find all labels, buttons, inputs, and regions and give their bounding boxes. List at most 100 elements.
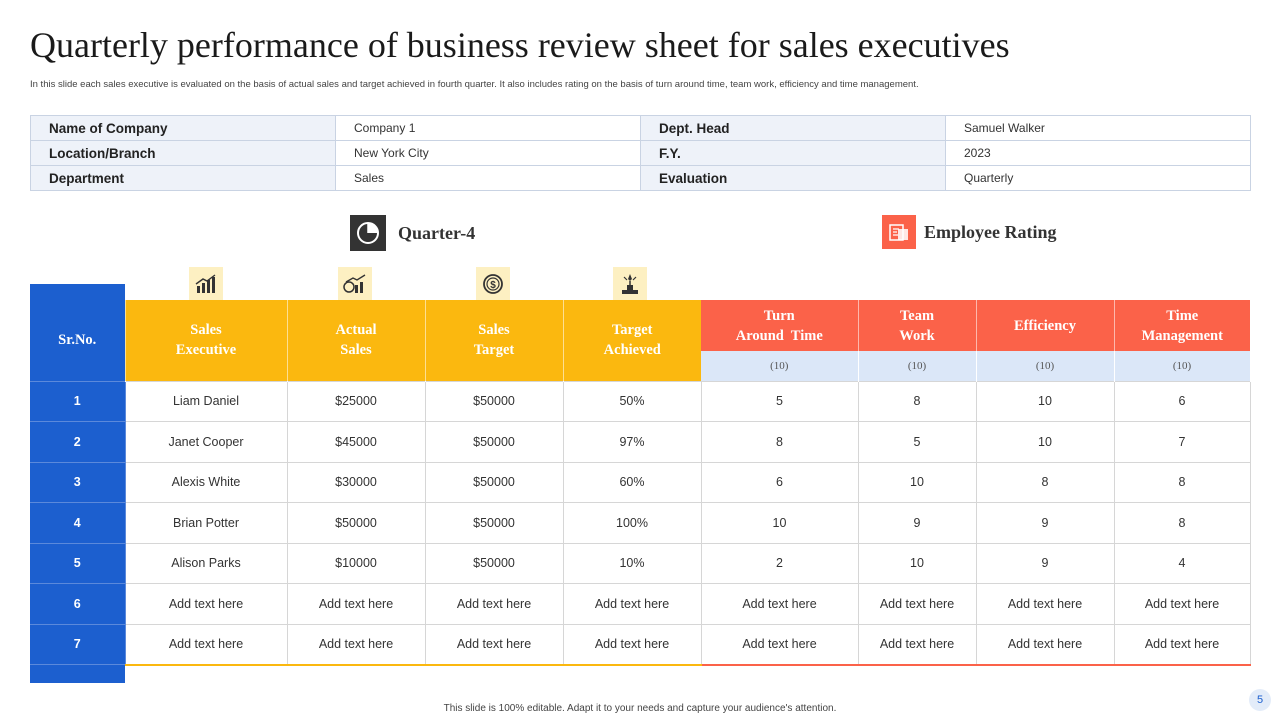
time-management-cell: 8 bbox=[1113, 502, 1251, 544]
sales-executive-cell: Alexis White bbox=[124, 461, 288, 503]
scale-cell: (10) bbox=[976, 351, 1115, 381]
sales-target-cell: $50000 bbox=[424, 502, 564, 544]
turn-around-time-cell: 2 bbox=[700, 542, 859, 584]
table-row: 3 Alexis White $30000 $50000 60% 6 10 8 8 bbox=[30, 461, 1251, 503]
sales-executive-cell: Add text here bbox=[124, 583, 288, 625]
scale-cell: (10) bbox=[701, 351, 859, 381]
row-number: 6 bbox=[30, 583, 126, 625]
sales-executive-cell: Brian Potter bbox=[124, 502, 288, 544]
efficiency-cell: Add text here bbox=[975, 583, 1115, 625]
turn-around-time-cell: 8 bbox=[700, 421, 859, 463]
fy-label: F.Y. bbox=[640, 140, 946, 166]
time-management-cell: 7 bbox=[1113, 421, 1251, 463]
footer-note: This slide is 100% editable. Adapt it to… bbox=[443, 703, 837, 714]
header-row: Sr.No. Sales Executive Actual Sales Sales T… bbox=[30, 300, 1250, 381]
header-team-work: Team Work bbox=[858, 300, 977, 351]
actual-sales-cell: $50000 bbox=[286, 502, 426, 544]
company-info-table: Name of Company Company 1 Dept. Head Sam… bbox=[30, 115, 1251, 191]
efficiency-cell: 10 bbox=[975, 421, 1115, 463]
scale-cell: (10) bbox=[1114, 351, 1251, 381]
header-line: Management bbox=[1141, 327, 1223, 344]
bar-growth-icon bbox=[189, 267, 223, 301]
page-title: Quarterly performance of business review… bbox=[30, 25, 1010, 65]
target-achieved-cell: Add text here bbox=[562, 583, 702, 625]
scale-row: (10) (10) (10) (10) bbox=[30, 351, 1251, 381]
team-work-cell: 10 bbox=[857, 542, 977, 584]
team-work-cell: Add text here bbox=[857, 623, 977, 666]
efficiency-cell: 9 bbox=[975, 542, 1115, 584]
team-work-cell: 9 bbox=[857, 502, 977, 544]
target-achieved-cell: 10% bbox=[562, 542, 702, 584]
target-achieved-cell: 100% bbox=[562, 502, 702, 544]
page-subtitle: In this slide each sales executive is ev… bbox=[30, 79, 919, 90]
department-value: Sales bbox=[335, 165, 641, 191]
header-line: Sales bbox=[340, 342, 372, 359]
sales-growth-icon bbox=[338, 267, 372, 301]
header-turn-around-time: Turn Around Time bbox=[701, 300, 859, 351]
header-sr-no: Sr.No. bbox=[30, 300, 126, 381]
sales-target-cell: $50000 bbox=[424, 542, 564, 584]
turn-around-time-cell: Add text here bbox=[700, 583, 859, 625]
header-actual-sales: Actual Sales bbox=[287, 300, 426, 381]
actual-sales-cell: Add text here bbox=[286, 583, 426, 625]
header-line: Team bbox=[899, 307, 935, 324]
header-line: Achieved bbox=[603, 342, 661, 359]
sales-target-cell: Add text here bbox=[424, 583, 564, 625]
sales-target-cell: Add text here bbox=[424, 623, 564, 666]
row-number: 4 bbox=[30, 502, 126, 544]
pie-chart-icon bbox=[350, 215, 386, 251]
header-line: Actual bbox=[335, 322, 377, 339]
turn-around-time-cell: 5 bbox=[700, 380, 859, 422]
rating-icon bbox=[882, 215, 916, 249]
sales-target-cell: $50000 bbox=[424, 421, 564, 463]
target-achieved-cell: 97% bbox=[562, 421, 702, 463]
header-line: Sales bbox=[190, 322, 222, 339]
team-work-cell: 8 bbox=[857, 380, 977, 422]
header-line: Work bbox=[899, 327, 935, 344]
target-achieved-cell: 50% bbox=[562, 380, 702, 422]
company-label: Name of Company bbox=[30, 115, 336, 141]
table-row: 4 Brian Potter $50000 $50000 100% 10 9 9 8 bbox=[30, 502, 1251, 544]
header-sales-target: Sales Target bbox=[425, 300, 564, 381]
actual-sales-cell: $45000 bbox=[286, 421, 426, 463]
actual-sales-cell: $10000 bbox=[286, 542, 426, 584]
info-row: Department Sales Evaluation Quarterly bbox=[30, 165, 1251, 191]
efficiency-cell: 10 bbox=[975, 380, 1115, 422]
header-time-management: Time Management bbox=[1114, 300, 1250, 351]
fy-value: 2023 bbox=[945, 140, 1251, 166]
info-row: Name of Company Company 1 Dept. Head Sam… bbox=[30, 115, 1251, 141]
info-row: Location/Branch New York City F.Y. 2023 bbox=[30, 140, 1251, 166]
sales-executive-cell: Add text here bbox=[124, 623, 288, 666]
table-row: 1 Liam Daniel $25000 $50000 50% 5 8 10 6 bbox=[30, 380, 1251, 422]
header-line: Time bbox=[1166, 307, 1199, 324]
header-line: Sales bbox=[478, 322, 510, 339]
row-number: 2 bbox=[30, 421, 126, 463]
row-number: 3 bbox=[30, 461, 126, 503]
sales-executive-cell: Liam Daniel bbox=[124, 380, 288, 422]
location-value: New York City bbox=[335, 140, 641, 166]
header-sales-executive: Sales Executive bbox=[125, 300, 288, 381]
rating-heading: Employee Rating bbox=[882, 215, 1057, 249]
actual-sales-cell: $25000 bbox=[286, 380, 426, 422]
team-work-cell: 5 bbox=[857, 421, 977, 463]
header-line: Executive bbox=[175, 342, 237, 359]
efficiency-cell: Add text here bbox=[975, 623, 1115, 666]
table-row: 5 Alison Parks $10000 $50000 10% 2 10 9 4 bbox=[30, 542, 1251, 584]
table-row: 6 Add text here Add text here Add text here… bbox=[30, 583, 1251, 625]
header-efficiency: Efficiency bbox=[976, 300, 1115, 351]
team-work-cell: 10 bbox=[857, 461, 977, 503]
actual-sales-cell: Add text here bbox=[286, 623, 426, 666]
turn-around-time-cell: 6 bbox=[700, 461, 859, 503]
sales-target-cell: $50000 bbox=[424, 461, 564, 503]
evaluation-label: Evaluation bbox=[640, 165, 946, 191]
time-management-cell: 6 bbox=[1113, 380, 1251, 422]
header-line: Around Time bbox=[735, 327, 823, 344]
turn-around-time-cell: Add text here bbox=[700, 623, 859, 666]
turn-around-time-cell: 10 bbox=[700, 502, 859, 544]
header-line: Target bbox=[611, 322, 653, 339]
row-number: 1 bbox=[30, 380, 126, 422]
row-number: 5 bbox=[30, 542, 126, 584]
sales-executive-cell: Janet Cooper bbox=[124, 421, 288, 463]
dollar-target-icon: $ bbox=[476, 267, 510, 301]
company-value: Company 1 bbox=[335, 115, 641, 141]
